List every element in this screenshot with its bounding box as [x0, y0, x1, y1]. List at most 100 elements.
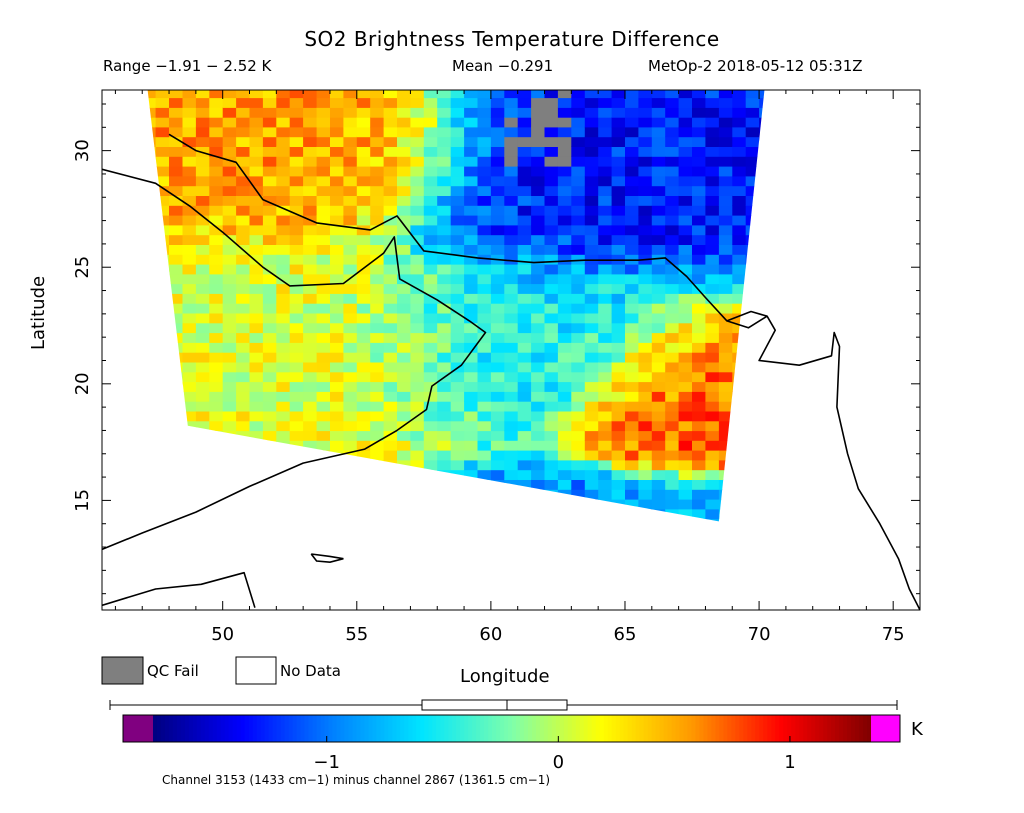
heatmap-cell: [531, 78, 545, 88]
heatmap-cell: [410, 440, 425, 451]
heatmap-cell: [571, 166, 586, 177]
heatmap-cell: [129, 264, 143, 274]
heatmap-cell: [544, 518, 559, 522]
heatmap-cell: [397, 352, 411, 363]
heatmap-cell: [155, 254, 170, 265]
heatmap-cell: [195, 391, 210, 402]
heatmap-cell: [665, 175, 680, 187]
heatmap-cell: [759, 166, 765, 177]
heatmap-cell: [638, 489, 653, 500]
heatmap-cell: [147, 401, 157, 412]
heatmap-cell: [544, 117, 559, 128]
heatmap-cell: [665, 420, 680, 432]
heatmap-cell: [343, 195, 358, 206]
heatmap-cell: [450, 146, 465, 157]
heatmap-cell: [289, 371, 304, 383]
heatmap-cell: [129, 107, 143, 117]
heatmap-cell: [195, 283, 210, 294]
heatmap-cell: [518, 78, 532, 88]
heatmap-cell: [584, 508, 599, 520]
heatmap-cell: [585, 78, 599, 88]
heatmap-cell: [625, 332, 639, 343]
heatmap-cell: [155, 175, 170, 187]
heatmap-cell: [356, 342, 371, 353]
heatmap-cell: [745, 264, 760, 275]
heatmap-cell: [370, 518, 385, 522]
heatmap-cell: [289, 410, 304, 422]
heatmap-cell: [759, 254, 765, 265]
heatmap-cell: [678, 312, 693, 324]
heatmap-cell: [517, 107, 532, 118]
heatmap-cell: [718, 499, 733, 510]
heatmap-cell: [423, 283, 438, 294]
heatmap-cell: [611, 371, 626, 383]
heatmap-cell: [557, 410, 572, 422]
heatmap-cell: [209, 352, 224, 363]
heatmap-cell: [732, 117, 747, 128]
heatmap-cell: [303, 273, 318, 285]
heatmap-cell: [330, 205, 344, 216]
heatmap-cell: [531, 342, 546, 353]
heatmap-cell: [195, 430, 210, 441]
heatmap-cell: [773, 244, 787, 254]
heatmap-cell: [169, 254, 183, 265]
heatmap-cell: [169, 215, 183, 226]
heatmap-cell: [397, 175, 411, 187]
heatmap-cell: [464, 136, 479, 147]
heatmap-cell: [544, 303, 559, 314]
heatmap-cell: [531, 401, 546, 412]
heatmap-cell: [638, 332, 653, 343]
heatmap-cell: [330, 234, 344, 245]
heatmap-cell: [773, 117, 787, 127]
heatmap-cell: [517, 117, 532, 128]
heatmap-cell: [356, 273, 371, 285]
heatmap-cell: [490, 90, 505, 99]
heatmap-cell: [732, 244, 747, 255]
heatmap-cell: [343, 499, 358, 510]
heatmap-cell: [773, 519, 787, 529]
heatmap-cell: [343, 117, 358, 128]
heatmap-cell: [383, 224, 398, 236]
heatmap-cell: [773, 440, 787, 450]
heatmap-cell: [423, 391, 438, 402]
heatmap-cell: [504, 499, 519, 510]
heatmap-cell: [356, 97, 371, 108]
heatmap-cell: [343, 146, 358, 157]
heatmap-cell: [209, 97, 224, 108]
heatmap-cell: [236, 312, 251, 324]
heatmap-cell: [571, 175, 586, 187]
heatmap-cell: [423, 361, 438, 373]
heatmap-cell: [249, 459, 264, 471]
heatmap-cell: [464, 361, 479, 373]
heatmap-cell: [397, 391, 411, 402]
heatmap-cell: [571, 489, 586, 500]
heatmap-cell: [598, 489, 613, 500]
heatmap-cell: [517, 126, 532, 138]
heatmap-cell: [557, 117, 572, 128]
heatmap-cell: [504, 224, 519, 236]
heatmap-cell: [571, 410, 586, 422]
heatmap-cell: [692, 361, 706, 373]
heatmap-cell: [169, 430, 183, 441]
heatmap-cell: [477, 312, 492, 324]
heatmap-cell: [129, 303, 143, 313]
heatmap-cell: [222, 450, 237, 461]
heatmap-cell: [262, 371, 277, 383]
heatmap-cell: [209, 450, 224, 461]
heatmap-cell: [477, 283, 492, 294]
heatmap-cell: [330, 410, 344, 422]
x-tick-label: 55: [345, 624, 368, 645]
heatmap-cell: [129, 411, 143, 421]
heatmap-cell: [557, 224, 572, 236]
heatmap-cell: [531, 117, 546, 128]
heatmap-cell: [692, 166, 706, 177]
heatmap-cell: [450, 195, 465, 206]
heatmap-cell: [236, 499, 251, 510]
heatmap-cell: [370, 479, 385, 490]
heatmap-cell: [611, 499, 626, 510]
heatmap-cell: [705, 205, 720, 216]
heatmap-cell: [316, 469, 331, 480]
heatmap-cell: [490, 156, 505, 167]
heatmap-cell: [732, 410, 747, 422]
heatmap-cell: [129, 342, 143, 352]
